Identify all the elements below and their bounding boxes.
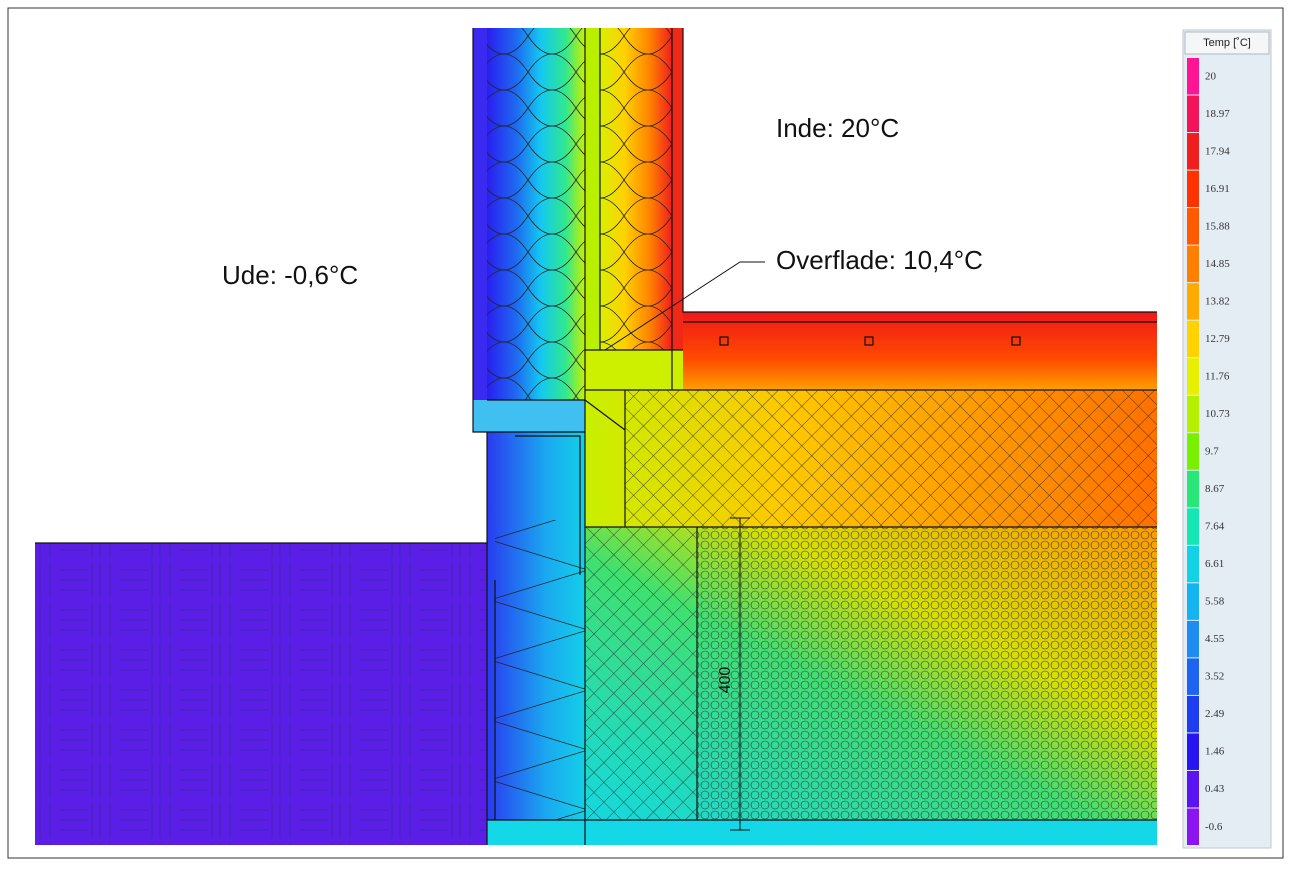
legend-swatch: [1187, 208, 1199, 245]
legend-swatch: [1187, 658, 1199, 695]
legend-label: 4.55: [1205, 633, 1225, 645]
legend-label: 16.91: [1205, 183, 1230, 195]
legend-label: 14.85: [1205, 258, 1230, 270]
legend-swatch: [1187, 808, 1199, 845]
legend-swatch: [1187, 621, 1199, 658]
legend-label: 1.46: [1205, 746, 1225, 758]
legend: Temp [˚C] 20 18.97 17.94 16.91 15.88 14.85 13.…: [1183, 30, 1271, 848]
legend-label: 20: [1205, 70, 1217, 82]
legend-label: 6.61: [1205, 558, 1224, 570]
legend-label: 12.79: [1205, 333, 1230, 345]
screenshot: Inde: 20°C Ude: -0,6°C Overflade: 10,4°C…: [0, 0, 1291, 868]
legend-swatch: [1187, 696, 1199, 733]
legend-label: 8.67: [1205, 483, 1225, 495]
legend-swatch: [1187, 471, 1199, 508]
legend-swatch: [1187, 546, 1199, 583]
legend-swatch: [1187, 433, 1199, 470]
legend-swatch: [1187, 396, 1199, 433]
legend-label: 11.76: [1205, 370, 1230, 382]
legend-swatch: [1187, 283, 1199, 320]
legend-swatch: [1187, 358, 1199, 395]
dimension-label: 400: [717, 667, 734, 694]
legend-swatch: [1187, 508, 1199, 545]
legend-label: 10.73: [1205, 408, 1230, 420]
legend-label: 18.97: [1205, 108, 1230, 120]
legend-label: 2.49: [1205, 708, 1225, 720]
section-drawing: [35, 28, 1157, 845]
legend-swatch: [1187, 58, 1199, 95]
legend-swatch: [1187, 96, 1199, 133]
legend-label: 15.88: [1205, 220, 1230, 232]
legend-swatch: [1187, 246, 1199, 283]
legend-swatch: [1187, 733, 1199, 770]
legend-label: 0.43: [1205, 783, 1225, 795]
legend-swatch: [1187, 771, 1199, 808]
outside-label: Ude: -0,6°C: [222, 260, 358, 290]
legend-swatch: [1187, 583, 1199, 620]
legend-swatch: [1187, 171, 1199, 208]
legend-swatch: [1187, 133, 1199, 170]
legend-label: 5.58: [1205, 596, 1225, 608]
inside-label: Inde: 20°C: [776, 113, 899, 143]
legend-title: Temp [˚C]: [1203, 37, 1251, 49]
legend-label: -0.6: [1205, 821, 1223, 833]
legend-label: 7.64: [1205, 521, 1225, 533]
legend-label: 13.82: [1205, 295, 1230, 307]
legend-label: 3.52: [1205, 671, 1224, 683]
legend-label: 17.94: [1205, 145, 1230, 157]
surface-label: Overflade: 10,4°C: [776, 245, 983, 275]
legend-label: 9.7: [1205, 446, 1219, 458]
legend-swatch: [1187, 321, 1199, 358]
